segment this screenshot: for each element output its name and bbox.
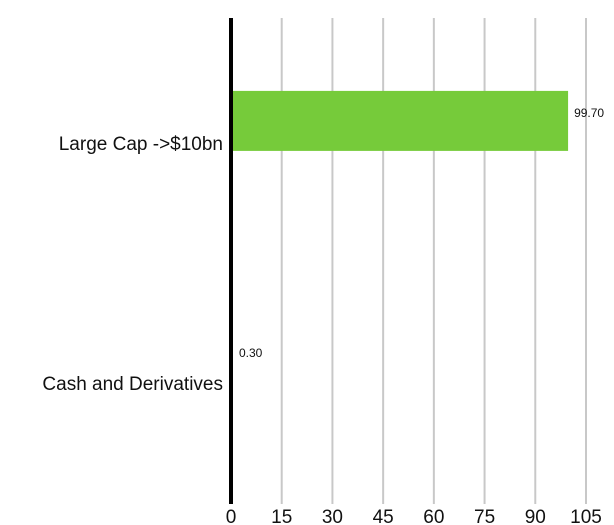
bars (231, 90, 569, 394)
x-tick-label-60: 60 (423, 507, 444, 525)
x-tick-label-15: 15 (271, 507, 292, 525)
x-tick-label-0: 0 (226, 507, 237, 525)
value-label-large-cap-10bn: 99.70 (574, 106, 604, 120)
x-tick-label-90: 90 (525, 507, 546, 525)
x-tick-label-105: 105 (570, 507, 602, 525)
value-label-cash-and-derivatives: 0.30 (239, 346, 263, 360)
value-labels: 99.70 0.30 (239, 106, 604, 360)
x-axis-tick-labels: 0 15 30 45 60 75 90 105 (226, 507, 602, 525)
bar-large-cap-10bn (231, 90, 569, 151)
x-tick-label-30: 30 (322, 507, 343, 525)
x-tick-label-75: 75 (474, 507, 495, 525)
category-label-large-cap-10bn: Large Cap ->$10bn (59, 134, 223, 155)
category-labels: Large Cap ->$10bn Cash and Derivatives (42, 134, 223, 395)
x-tick-label-45: 45 (373, 507, 394, 525)
category-label-cash-and-derivatives: Cash and Derivatives (42, 374, 223, 395)
